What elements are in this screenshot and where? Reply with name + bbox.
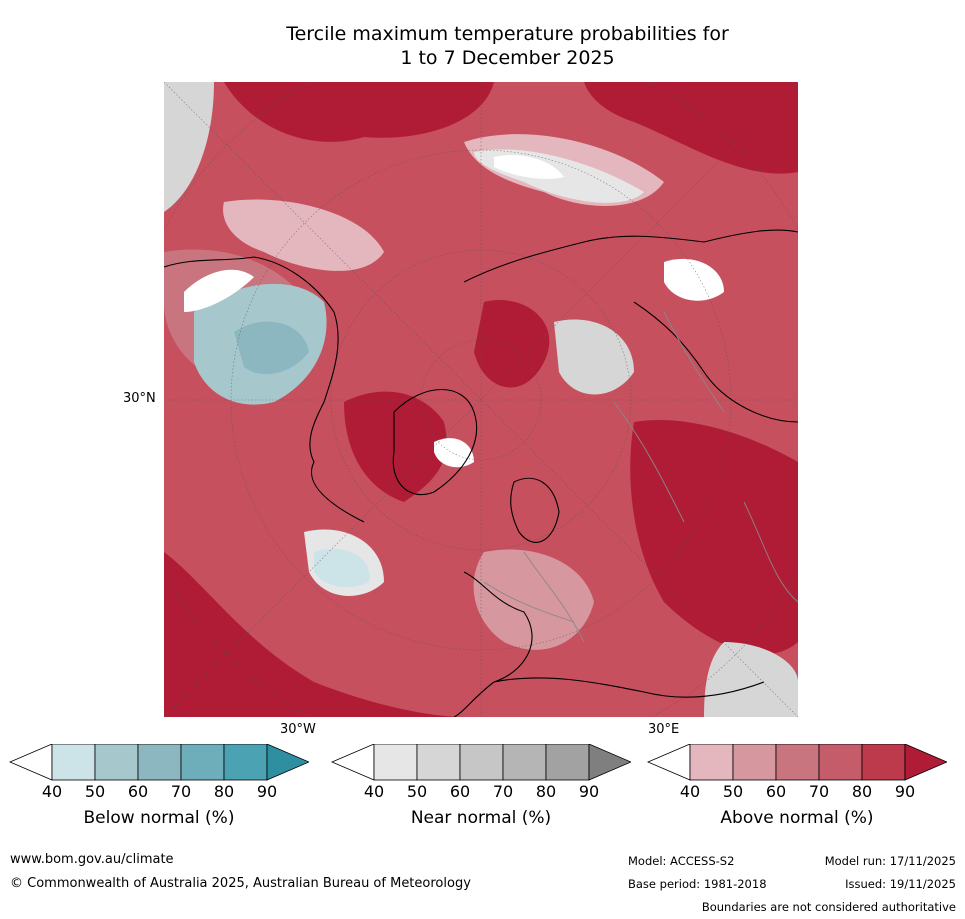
region-white-arctic [434, 438, 474, 468]
colorbar-below-normal [9, 744, 309, 781]
longitude-label-30e: 30°E [648, 722, 680, 737]
border-europe-1 [483, 581, 575, 623]
colorbar-segment [732, 744, 777, 781]
colorbar-segment [818, 744, 863, 781]
footer-model: Model: ACCESS-S2 [628, 854, 735, 868]
colorbar-extend-low [647, 744, 691, 781]
region-above-90-greenland [344, 391, 447, 502]
colorbar-segment [223, 744, 268, 781]
tick-label: 50 [84, 782, 106, 801]
tick-label: 70 [170, 782, 192, 801]
region-below-60-canada-core [234, 321, 309, 375]
coastline-asia-east [633, 301, 798, 423]
colorbar-segment [775, 744, 820, 781]
tick-label: 90 [256, 782, 278, 801]
tick-label: 80 [535, 782, 557, 801]
country-borders [483, 311, 798, 643]
probability-map [164, 82, 798, 717]
coastline-mediterranean [493, 677, 765, 698]
map-title: Tercile maximum temperature probabilitie… [0, 22, 965, 70]
meridian-diagonal-2 [164, 82, 798, 717]
colorbar-segment [137, 744, 182, 781]
footer-model-run: Model run: 17/11/2025 [824, 854, 956, 868]
graticule [164, 82, 798, 717]
region-white-pacific [494, 154, 564, 179]
region-near-normal-southeast [704, 642, 798, 717]
tick-label: 50 [722, 782, 744, 801]
colorbar-extend-high [266, 744, 309, 781]
latitude-label-30n: 30°N [123, 391, 156, 406]
colorbar-segment [689, 744, 734, 781]
tick-label: 80 [851, 782, 873, 801]
tick-label: 40 [679, 782, 701, 801]
region-white-asia [664, 258, 724, 301]
colorbar-near-normal [331, 744, 631, 781]
colorbar-label-near: Near normal (%) [410, 808, 552, 828]
colorbar-extend-high [904, 744, 947, 781]
border-asia-2 [663, 311, 725, 413]
colorbar-extend-low [331, 744, 375, 781]
footer-issued: Issued: 19/11/2025 [845, 877, 956, 891]
colorbar-extend-low [9, 744, 53, 781]
colorbar-segment [51, 744, 96, 781]
coastlines [164, 229, 798, 717]
border-europe-2 [523, 551, 585, 643]
coastline-scandinavia [510, 477, 560, 543]
region-white-canada [184, 269, 254, 312]
tick-label: 70 [492, 782, 514, 801]
colorbar-segment [545, 744, 590, 781]
colorbar-segment [94, 744, 139, 781]
region-near-normal-asia [554, 319, 634, 395]
title-line-2: 1 to 7 December 2025 [400, 47, 615, 69]
coastline-north-america [164, 256, 365, 523]
coastline-eurasia-north [463, 229, 798, 283]
tick-label: 40 [41, 782, 63, 801]
region-above-50-atlantic [223, 199, 384, 271]
region-above-90-north [224, 82, 494, 142]
region-above-60-europe [473, 549, 594, 650]
footer-base-period: Base period: 1981-2018 [628, 877, 767, 891]
tick-label: 60 [765, 782, 787, 801]
colorbar-label-above: Above normal (%) [720, 808, 874, 828]
region-near-normal-northwest [164, 82, 214, 212]
tick-label: 50 [406, 782, 428, 801]
colorbar-extend-high [588, 744, 631, 781]
coastline-greenland [392, 389, 478, 496]
tick-label: 90 [894, 782, 916, 801]
footer-website: www.bom.gov.au/climate [10, 852, 174, 867]
region-above-90-northeast [584, 82, 798, 174]
colorbar-segment [502, 744, 547, 781]
tick-label: 60 [449, 782, 471, 801]
border-asia-1 [613, 401, 685, 523]
colorbar-segment [416, 744, 461, 781]
map-canvas [164, 82, 798, 717]
region-above-90-southwest [164, 552, 464, 717]
tick-label: 60 [127, 782, 149, 801]
border-asia-3 [743, 501, 798, 603]
tick-label: 70 [808, 782, 830, 801]
latitude-circle-inner [420, 339, 542, 461]
colorbar-segment [180, 744, 225, 781]
region-above-90-east [630, 420, 798, 655]
tick-label: 40 [363, 782, 385, 801]
colorbar-label-below: Below normal (%) [83, 808, 235, 828]
colorbar-segment [373, 744, 418, 781]
region-below-normal-atlantic [314, 548, 370, 588]
footer-disclaimer: Boundaries are not considered authoritat… [701, 900, 956, 914]
footer-copyright: © Commonwealth of Australia 2025, Austra… [10, 876, 471, 891]
colorbar-segment [861, 744, 906, 781]
colorbar-segment [459, 744, 504, 781]
coastline-europe [453, 571, 533, 717]
longitude-label-30w: 30°W [280, 722, 316, 737]
colorbar-above-normal [647, 744, 947, 781]
tick-label: 80 [213, 782, 235, 801]
title-line-1: Tercile maximum temperature probabilitie… [286, 23, 729, 45]
tick-label: 90 [578, 782, 600, 801]
